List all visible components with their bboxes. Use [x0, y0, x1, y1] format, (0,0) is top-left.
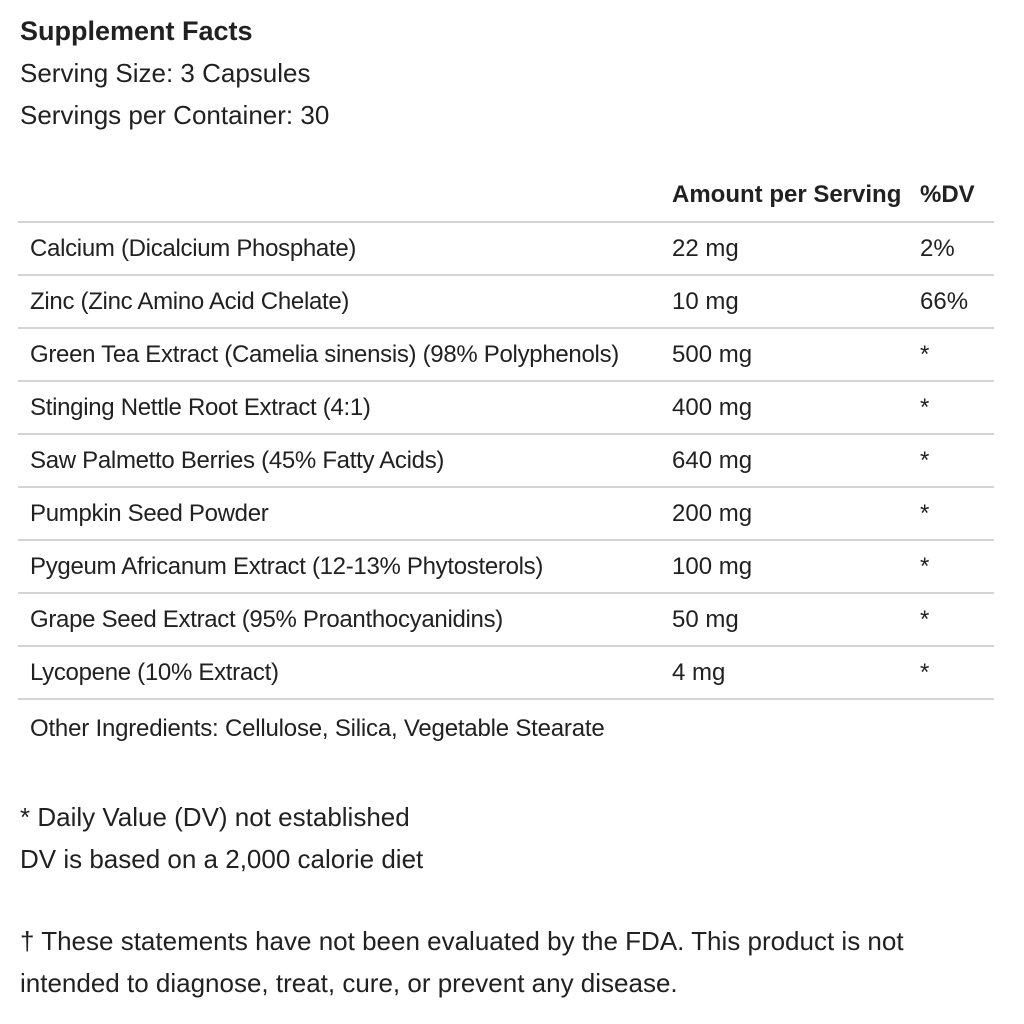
fda-disclaimer: † These statements have not been evaluat… [20, 926, 904, 998]
table-row: Pumpkin Seed Powder 200 mg * [18, 488, 994, 541]
ingredient-amount: 4 mg [672, 658, 726, 686]
table-row: Lycopene (10% Extract) 4 mg * [18, 647, 994, 700]
ingredient-dv: 66% [920, 287, 969, 315]
ingredient-dv: * [920, 340, 930, 368]
ingredient-amount: 200 mg [672, 499, 753, 527]
ingredient-amount: 10 mg [672, 287, 739, 315]
table-row: Zinc (Zinc Amino Acid Chelate) 10 mg 66% [18, 276, 994, 329]
ingredient-amount: 100 mg [672, 552, 753, 580]
serving-size: Serving Size: 3 Capsules [20, 58, 311, 88]
table-row: Calcium (Dicalcium Phosphate) 22 mg 2% [18, 223, 994, 276]
ingredient-name: Green Tea Extract (Camelia sinensis) (98… [30, 340, 619, 368]
ingredient-name: Calcium (Dicalcium Phosphate) [30, 234, 357, 262]
ingredient-name: Pygeum Africanum Extract (12-13% Phytost… [30, 552, 544, 580]
table-row: Green Tea Extract (Camelia sinensis) (98… [18, 329, 994, 382]
ingredient-dv: 2% [920, 234, 955, 262]
servings-per-container: Servings per Container: 30 [20, 100, 330, 130]
amount-column-header: Amount per Serving [672, 181, 902, 208]
ingredient-dv: * [920, 446, 930, 474]
ingredient-amount: 640 mg [672, 446, 753, 474]
table-header-row: Amount per Serving %DV [18, 159, 994, 223]
ingredient-column-spacer [18, 209, 672, 221]
ingredient-dv: * [920, 605, 930, 633]
ingredient-name: Saw Palmetto Berries (45% Fatty Acids) [30, 446, 445, 474]
ingredient-amount: 500 mg [672, 340, 753, 368]
ingredient-name: Lycopene (10% Extract) [30, 658, 279, 686]
other-ingredients: Other Ingredients: Cellulose, Silica, Ve… [30, 715, 605, 742]
table-row: Pygeum Africanum Extract (12-13% Phytost… [18, 541, 994, 594]
ingredient-name: Pumpkin Seed Powder [30, 499, 269, 527]
label-title: Supplement Facts [20, 16, 253, 46]
label-header: Supplement Facts Serving Size: 3 Capsule… [20, 10, 1024, 136]
table-row: Grape Seed Extract (95% Proanthocyanidin… [18, 594, 994, 647]
ingredient-dv: * [920, 658, 930, 686]
facts-table: Amount per Serving %DV Calcium (Dicalciu… [18, 159, 994, 758]
ingredient-name: Stinging Nettle Root Extract (4:1) [30, 393, 371, 421]
ingredient-dv: * [920, 499, 930, 527]
ingredient-dv: * [920, 393, 930, 421]
dv-column-header: %DV [920, 181, 975, 208]
ingredient-name: Grape Seed Extract (95% Proanthocyanidin… [30, 605, 503, 633]
table-row: Saw Palmetto Berries (45% Fatty Acids) 6… [18, 435, 994, 488]
ingredient-amount: 22 mg [672, 234, 739, 262]
ingredient-amount: 400 mg [672, 393, 753, 421]
footnote-dv-not-established: * Daily Value (DV) not established [20, 802, 410, 832]
table-row: Stinging Nettle Root Extract (4:1) 400 m… [18, 382, 994, 435]
ingredient-name: Zinc (Zinc Amino Acid Chelate) [30, 287, 350, 315]
footnote-dv-basis: DV is based on a 2,000 calorie diet [20, 844, 424, 874]
ingredient-dv: * [920, 552, 930, 580]
ingredient-amount: 50 mg [672, 605, 739, 633]
